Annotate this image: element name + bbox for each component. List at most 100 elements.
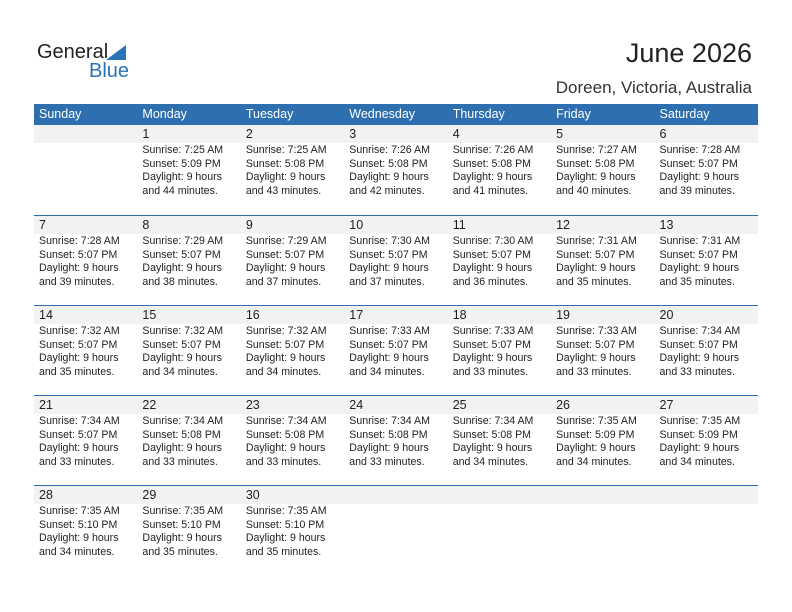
daylight2-text: and 42 minutes. — [349, 184, 425, 197]
day-number: 12 — [551, 216, 655, 234]
daylight2-text: and 34 minutes. — [245, 365, 322, 378]
day-cell: 9 Sunrise: 7:29 AM Sunset: 5:07 PM Daylight… — [240, 216, 345, 305]
sunrise-text: Sunrise: 7:34 AM — [349, 415, 430, 427]
day-info: Sunrise: 7:34 AM Sunset: 5:07 PM Daylight:… — [34, 414, 137, 469]
daylight1-text: Daylight: 9 hours — [245, 352, 326, 364]
daylight1-text: Daylight: 9 hours — [452, 352, 533, 364]
day-cell — [551, 486, 655, 575]
sunrise-text: Sunrise: 7:34 AM — [659, 325, 741, 337]
day-cell: 7 Sunrise: 7:28 AM Sunset: 5:07 PM Daylight… — [34, 216, 138, 305]
sunrise-text: Sunrise: 7:29 AM — [142, 235, 224, 247]
day-cell: 4 Sunrise: 7:26 AM Sunset: 5:08 PM Daylight… — [447, 125, 552, 215]
day-cell — [34, 125, 138, 215]
day-cell: 29 Sunrise: 7:35 AM Sunset: 5:10 PM Dayligh… — [137, 486, 241, 575]
week-row: 28 Sunrise: 7:35 AM Sunset: 5:10 PM Dayligh… — [34, 485, 758, 575]
sunrise-text: Sunrise: 7:33 AM — [556, 325, 637, 337]
weekday-friday: Friday — [556, 107, 591, 121]
sunset-text: Sunset: 5:07 PM — [349, 338, 428, 351]
day-cell: 10 Sunrise: 7:30 AM Sunset: 5:07 PM Dayligh… — [344, 216, 448, 305]
daylight2-text: and 39 minutes. — [659, 184, 735, 197]
daylight1-text: Daylight: 9 hours — [452, 262, 533, 274]
daylight1-text: Daylight: 9 hours — [349, 171, 429, 183]
daylight1-text: Daylight: 9 hours — [142, 262, 222, 274]
daylight2-text: and 35 minutes. — [142, 545, 218, 558]
sunset-text: Sunset: 5:08 PM — [452, 157, 532, 170]
calendar: Sunday Monday Tuesday Wednesday Thursday Frid… — [34, 104, 758, 575]
day-number: 24 — [344, 396, 448, 414]
day-number: 20 — [654, 306, 758, 324]
daylight2-text: and 35 minutes. — [659, 275, 735, 288]
day-info: Sunrise: 7:25 AM Sunset: 5:09 PM Daylight:… — [137, 143, 240, 198]
sunrise-text: Sunrise: 7:35 AM — [556, 415, 637, 427]
sunset-text: Sunset: 5:09 PM — [556, 428, 635, 441]
day-cell: 30 Sunrise: 7:35 AM Sunset: 5:10 PM Dayligh… — [240, 486, 345, 575]
week-row: 1 Sunrise: 7:25 AM Sunset: 5:09 PM Daylight… — [34, 125, 758, 215]
sunset-text: Sunset: 5:07 PM — [659, 248, 738, 261]
weekday-header: Sunday Monday Tuesday Wednesday Thursday Frid… — [34, 104, 758, 125]
sunset-text: Sunset: 5:10 PM — [142, 518, 221, 531]
day-number: 11 — [447, 216, 552, 234]
day-info: Sunrise: 7:30 AM Sunset: 5:07 PM Daylight:… — [344, 234, 447, 289]
sunrise-text: Sunrise: 7:28 AM — [39, 235, 120, 247]
sunset-text: Sunset: 5:07 PM — [349, 248, 428, 261]
daylight2-text: and 44 minutes. — [142, 184, 218, 197]
sunrise-text: Sunrise: 7:35 AM — [39, 505, 120, 517]
daylight1-text: Daylight: 9 hours — [142, 352, 222, 364]
day-cell: 27 Sunrise: 7:35 AM Sunset: 5:09 PM Dayligh… — [654, 396, 758, 485]
daylight1-text: Daylight: 9 hours — [349, 442, 429, 454]
daylight2-text: and 34 minutes. — [142, 365, 218, 378]
day-info: Sunrise: 7:29 AM Sunset: 5:07 PM Daylight:… — [137, 234, 240, 289]
daylight1-text: Daylight: 9 hours — [556, 171, 636, 183]
day-info: Sunrise: 7:30 AM Sunset: 5:07 PM Daylight:… — [448, 234, 551, 289]
day-number — [344, 486, 448, 504]
sunset-text: Sunset: 5:10 PM — [39, 518, 118, 531]
daylight2-text: and 37 minutes. — [245, 275, 322, 288]
daylight1-text: Daylight: 9 hours — [556, 442, 636, 454]
weekday-tuesday: Tuesday — [245, 107, 294, 121]
day-number: 13 — [654, 216, 758, 234]
daylight2-text: and 34 minutes. — [39, 545, 115, 558]
sunrise-text: Sunrise: 7:35 AM — [245, 505, 327, 517]
sunrise-text: Sunrise: 7:34 AM — [142, 415, 224, 427]
day-info: Sunrise: 7:33 AM Sunset: 5:07 PM Daylight:… — [448, 324, 551, 379]
daylight1-text: Daylight: 9 hours — [142, 442, 222, 454]
day-info: Sunrise: 7:34 AM Sunset: 5:08 PM Daylight:… — [241, 414, 344, 469]
sunset-text: Sunset: 5:09 PM — [659, 428, 738, 441]
day-number: 19 — [551, 306, 655, 324]
sunset-text: Sunset: 5:07 PM — [245, 338, 325, 351]
daylight1-text: Daylight: 9 hours — [349, 352, 429, 364]
daylight1-text: Daylight: 9 hours — [452, 442, 533, 454]
day-cell: 28 Sunrise: 7:35 AM Sunset: 5:10 PM Dayligh… — [34, 486, 138, 575]
daylight1-text: Daylight: 9 hours — [39, 352, 119, 364]
sunset-text: Sunset: 5:08 PM — [349, 157, 428, 170]
day-info: Sunrise: 7:34 AM Sunset: 5:07 PM Daylight:… — [655, 324, 758, 379]
day-cell: 24 Sunrise: 7:34 AM Sunset: 5:08 PM Dayligh… — [344, 396, 448, 485]
week-row: 7 Sunrise: 7:28 AM Sunset: 5:07 PM Daylight… — [34, 215, 758, 305]
weekday-monday: Monday — [142, 107, 187, 121]
daylight1-text: Daylight: 9 hours — [245, 171, 326, 183]
daylight2-text: and 33 minutes. — [556, 365, 632, 378]
day-number — [34, 125, 138, 143]
week-row: 21 Sunrise: 7:34 AM Sunset: 5:07 PM Dayligh… — [34, 395, 758, 485]
daylight1-text: Daylight: 9 hours — [142, 171, 222, 183]
day-number: 16 — [240, 306, 345, 324]
day-number: 18 — [447, 306, 552, 324]
day-info: Sunrise: 7:28 AM Sunset: 5:07 PM Daylight:… — [655, 143, 758, 198]
day-info: Sunrise: 7:34 AM Sunset: 5:08 PM Daylight:… — [137, 414, 240, 469]
daylight1-text: Daylight: 9 hours — [659, 262, 740, 274]
day-cell: 11 Sunrise: 7:30 AM Sunset: 5:07 PM Dayligh… — [447, 216, 552, 305]
logo-blue: Blue — [89, 60, 130, 82]
day-cell: 23 Sunrise: 7:34 AM Sunset: 5:08 PM Dayligh… — [240, 396, 345, 485]
day-number: 28 — [34, 486, 138, 504]
day-cell: 21 Sunrise: 7:34 AM Sunset: 5:07 PM Dayligh… — [34, 396, 138, 485]
daylight2-text: and 43 minutes. — [245, 184, 322, 197]
day-cell: 16 Sunrise: 7:32 AM Sunset: 5:07 PM Dayligh… — [240, 306, 345, 395]
daylight2-text: and 33 minutes. — [245, 455, 322, 468]
day-info: Sunrise: 7:32 AM Sunset: 5:07 PM Daylight:… — [241, 324, 344, 379]
page-title: June 2026 — [625, 38, 752, 68]
sunrise-text: Sunrise: 7:32 AM — [39, 325, 120, 337]
daylight2-text: and 35 minutes. — [556, 275, 632, 288]
sunrise-text: Sunrise: 7:35 AM — [659, 415, 741, 427]
daylight2-text: and 34 minutes. — [349, 365, 425, 378]
daylight2-text: and 39 minutes. — [39, 275, 115, 288]
